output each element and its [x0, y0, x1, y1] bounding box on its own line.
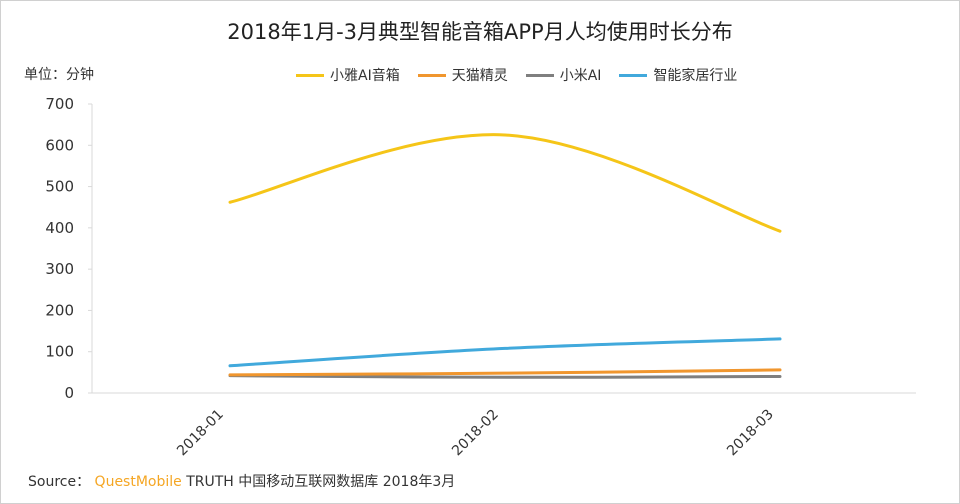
legend-swatch-3: [619, 73, 648, 77]
y-tick-label: 600: [45, 136, 74, 154]
x-tick-label: 2018-02: [449, 407, 502, 460]
series-line-1: [228, 368, 782, 377]
legend-item-series-1: 天猫精灵: [417, 65, 508, 85]
y-tick-label: 700: [45, 95, 74, 113]
legend-label-0: 小雅AI音箱: [330, 68, 400, 84]
legend-item-series-2: 小米AI: [525, 65, 602, 85]
y-tick-label: 500: [45, 178, 74, 196]
x-tick-label: 2018-01: [174, 407, 227, 460]
legend-label-2: 小米AI: [559, 68, 602, 84]
legend-label-1: 天猫精灵: [451, 68, 508, 84]
legend-swatch-1: [417, 73, 446, 77]
y-tick-label: 200: [45, 301, 74, 319]
series-line-2: [228, 374, 782, 379]
source-note: Source： QuestMobile TRUTH 中国移动互联网数据库 201…: [28, 471, 455, 491]
y-tick-label: 400: [45, 219, 74, 237]
y-tick-label: 300: [45, 260, 74, 278]
y-axis-unit-label: 单位：分钟: [24, 67, 94, 83]
legend-item-series-0: 小雅AI音箱: [296, 65, 400, 85]
legend-label-3: 智能家居行业: [653, 68, 738, 84]
source-label: Source：: [28, 474, 91, 490]
source-text: TRUTH 中国移动互联网数据库 2018年3月: [186, 474, 456, 490]
y-tick-label: 100: [45, 343, 74, 361]
source-brand: QuestMobile: [94, 474, 182, 490]
legend-swatch-0: [296, 73, 324, 77]
series-line-3: [228, 337, 782, 368]
x-tick-label: 2018-03: [724, 407, 777, 460]
series-line-0: [228, 133, 782, 233]
chart-title: 2018年1月-3月典型智能音箱APP月人均使用时长分布: [227, 20, 733, 44]
legend-swatch-2: [525, 73, 554, 77]
legend: 小雅AI音箱 天猫精灵 小米AI 智能家居行业: [296, 65, 755, 85]
y-tick-label: 0: [64, 384, 74, 402]
legend-item-series-3: 智能家居行业: [619, 65, 737, 85]
